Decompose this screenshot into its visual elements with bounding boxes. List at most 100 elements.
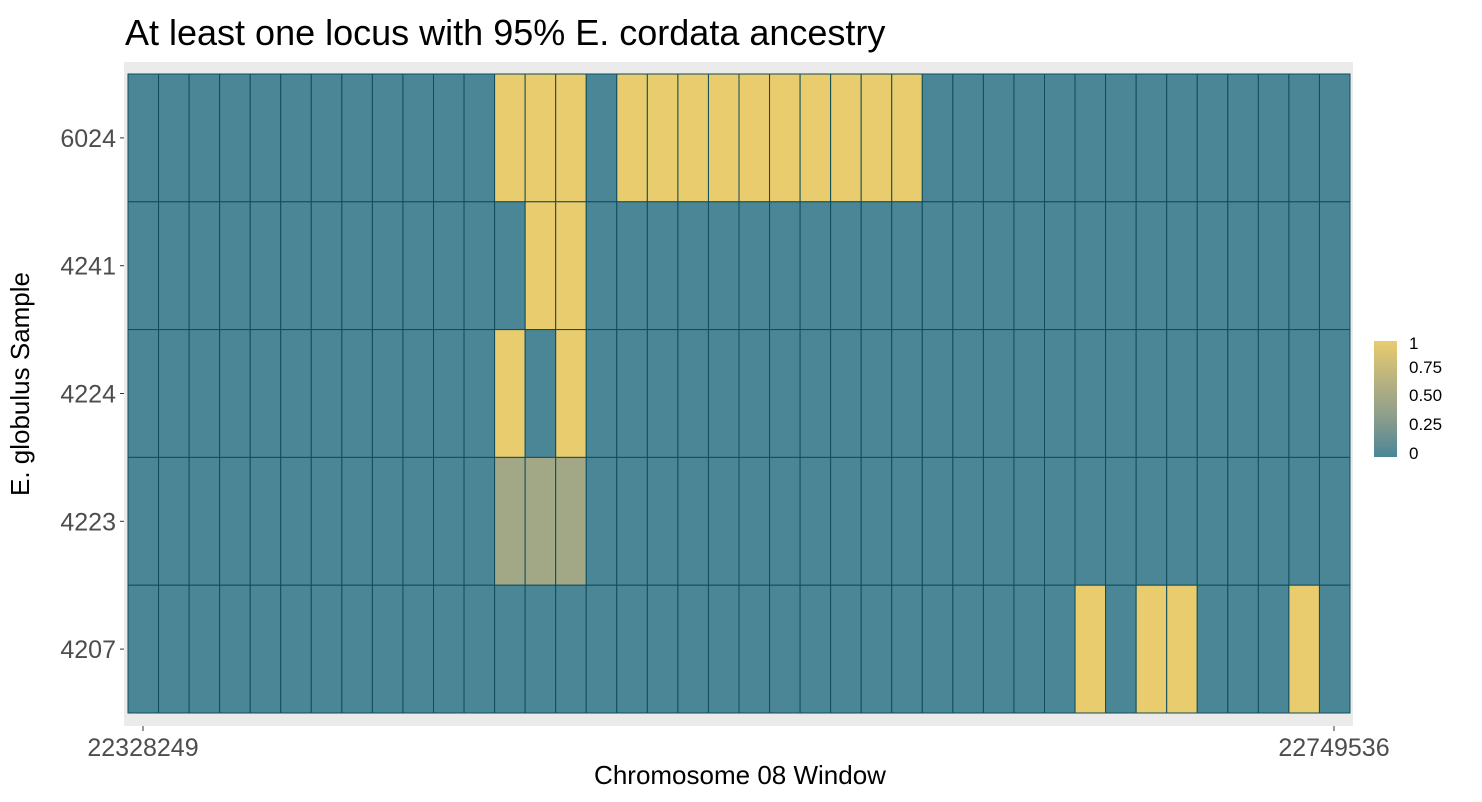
heatmap-cell: [188, 329, 221, 458]
heatmap-cell: [1166, 201, 1198, 331]
heatmap-cell: [1318, 73, 1351, 203]
heatmap-cell: [830, 73, 862, 203]
heatmap-cell: [616, 584, 648, 714]
heatmap-cell: [1196, 456, 1229, 586]
heatmap-cell: [249, 73, 282, 203]
heatmap-cell: [280, 456, 312, 586]
heatmap-cell: [494, 329, 526, 458]
heatmap-cell: [616, 73, 648, 203]
heatmap-cell: [677, 456, 709, 586]
heatmap-cell: [769, 329, 801, 458]
heatmap-cell: [1074, 584, 1107, 714]
heatmap-cell: [249, 584, 282, 714]
heatmap-cell: [1288, 584, 1320, 714]
heatmap-cell: [830, 584, 862, 714]
heatmap-cell: [463, 201, 496, 331]
heatmap-cell: [371, 456, 404, 586]
heatmap-cell: [677, 201, 709, 331]
heatmap-cell: [1288, 329, 1320, 458]
heatmap-cell: [1105, 201, 1137, 331]
heatmap-cell: [860, 456, 893, 586]
heatmap-cell: [158, 584, 190, 714]
heatmap-cell: [433, 201, 465, 331]
heatmap-cell: [982, 201, 1015, 331]
legend-label: 0.50: [1409, 386, 1443, 405]
legend-label: 0.75: [1409, 357, 1443, 377]
heatmap-cell: [1288, 456, 1320, 586]
heatmap-cell: [494, 201, 526, 331]
heatmap-cell: [402, 73, 435, 203]
heatmap-cell: [1166, 584, 1198, 714]
heatmap-cell: [219, 584, 251, 714]
heatmap-cell: [127, 329, 160, 458]
heatmap-cell: [860, 329, 893, 458]
heatmap-cell: [738, 584, 771, 714]
heatmap-cell: [127, 201, 160, 331]
heatmap-cell: [1227, 456, 1259, 586]
heatmap-cell: [463, 456, 496, 586]
heatmap-cell: [371, 73, 404, 203]
heatmap-cell: [646, 73, 679, 203]
y-tick-label: 4224: [60, 381, 116, 409]
heatmap-cell: [799, 329, 832, 458]
heatmap-cell: [1013, 201, 1046, 331]
heatmap-cell: [799, 73, 832, 203]
legend-label: 0: [1409, 444, 1419, 463]
heatmap-cell: [860, 584, 893, 714]
heatmap-cell: [463, 329, 496, 458]
heatmap-cell: [433, 456, 465, 586]
heatmap-cell: [1288, 201, 1320, 331]
heatmap-cell: [402, 584, 435, 714]
heatmap-cell: [616, 456, 648, 586]
heatmap-cells: [127, 73, 1351, 714]
heatmap-cell: [463, 584, 496, 714]
x-axis-title: Chromosome 08 Window: [594, 760, 886, 790]
legend-label: 0.25: [1409, 415, 1443, 434]
heatmap-cell: [127, 456, 160, 586]
heatmap-cell: [1044, 73, 1076, 203]
heatmap-cell: [677, 329, 709, 458]
heatmap-cell: [1318, 456, 1351, 586]
heatmap-cell: [982, 584, 1015, 714]
heatmap-cell: [982, 456, 1015, 586]
heatmap-cell: [921, 584, 954, 714]
heatmap-cell: [1135, 456, 1168, 586]
heatmap-cell: [524, 584, 557, 714]
heatmap-cell: [1135, 329, 1168, 458]
heatmap-cell: [1227, 584, 1259, 714]
heatmap-cell: [891, 201, 923, 331]
heatmap-cell: [738, 329, 771, 458]
heatmap-cell: [402, 456, 435, 586]
heatmap-cell: [707, 456, 740, 586]
heatmap-cell: [616, 201, 648, 331]
heatmap-cell: [646, 329, 679, 458]
y-axis-ticks: 6024 4241 4224 4223 4207: [60, 125, 124, 664]
heatmap-cell: [402, 329, 435, 458]
heatmap-cell: [1227, 73, 1259, 203]
heatmap-cell: [799, 584, 832, 714]
heatmap-cell: [769, 456, 801, 586]
heatmap-cell: [585, 73, 618, 203]
heatmap-cell: [585, 329, 618, 458]
heatmap-cell: [921, 73, 954, 203]
chart-title: At least one locus with 95% E. cordata a…: [125, 12, 886, 53]
heatmap-cell: [952, 201, 984, 331]
heatmap-cell: [677, 584, 709, 714]
x-tick-label: 22749536: [1278, 734, 1389, 762]
heatmap-cell: [494, 456, 526, 586]
heatmap-cell: [738, 201, 771, 331]
heatmap-cell: [127, 584, 160, 714]
heatmap-cell: [952, 584, 984, 714]
heatmap-cell: [1105, 456, 1137, 586]
heatmap-cell: [1318, 584, 1351, 714]
heatmap-cell: [310, 201, 343, 331]
heatmap-cell: [249, 201, 282, 331]
heatmap-cell: [249, 456, 282, 586]
heatmap-cell: [1257, 329, 1290, 458]
heatmap-cell: [158, 201, 190, 331]
heatmap-cell: [646, 201, 679, 331]
x-axis-ticks: 22328249 22749536: [87, 726, 1390, 762]
heatmap-cell: [1227, 201, 1259, 331]
heatmap-cell: [249, 329, 282, 458]
